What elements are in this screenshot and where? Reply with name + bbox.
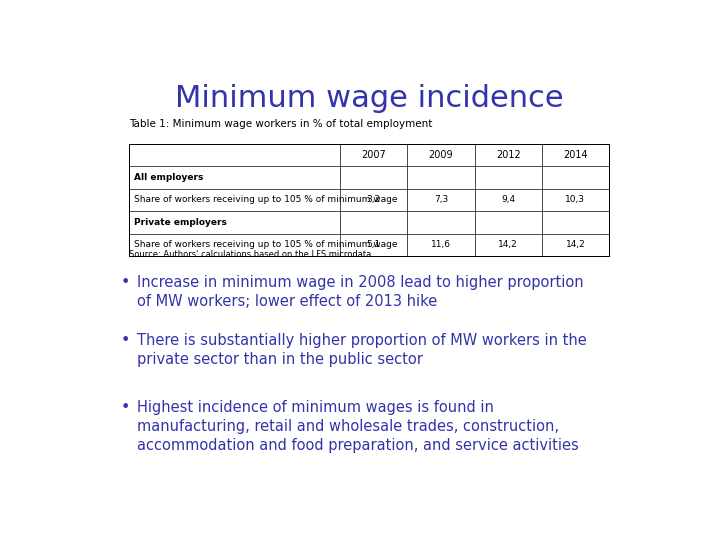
- Text: •: •: [121, 275, 130, 290]
- Text: 3,2: 3,2: [366, 195, 381, 205]
- Text: 2014: 2014: [563, 150, 588, 160]
- Text: 2007: 2007: [361, 150, 386, 160]
- Text: 14,2: 14,2: [565, 240, 585, 249]
- Text: Highest incidence of minimum wages is found in
manufacturing, retail and wholesa: Highest incidence of minimum wages is fo…: [138, 400, 579, 453]
- Text: •: •: [121, 333, 130, 348]
- Text: Share of workers receiving up to 105 % of minimum wage: Share of workers receiving up to 105 % o…: [133, 195, 397, 205]
- Text: 14,2: 14,2: [498, 240, 518, 249]
- Text: 10,3: 10,3: [565, 195, 585, 205]
- Text: Table 1: Minimum wage workers in % of total employment: Table 1: Minimum wage workers in % of to…: [129, 119, 433, 129]
- Text: 2009: 2009: [428, 150, 454, 160]
- Text: Increase in minimum wage in 2008 lead to higher proportion
of MW workers; lower : Increase in minimum wage in 2008 lead to…: [138, 275, 584, 309]
- Text: Share of workers receiving up to 105 % of minimum wage: Share of workers receiving up to 105 % o…: [133, 240, 397, 249]
- Text: 11,6: 11,6: [431, 240, 451, 249]
- Text: 2012: 2012: [496, 150, 521, 160]
- Text: 5,1: 5,1: [366, 240, 381, 249]
- Text: Minimum wage incidence: Minimum wage incidence: [175, 84, 563, 112]
- Text: Source: Authors' calculations based on the LFS microdata: Source: Authors' calculations based on t…: [129, 250, 372, 259]
- Text: 7,3: 7,3: [434, 195, 448, 205]
- Text: 9,4: 9,4: [501, 195, 516, 205]
- Text: There is substantially higher proportion of MW workers in the
private sector tha: There is substantially higher proportion…: [138, 333, 588, 367]
- Text: •: •: [121, 400, 130, 415]
- Text: All employers: All employers: [133, 173, 203, 182]
- Text: Private employers: Private employers: [133, 218, 226, 227]
